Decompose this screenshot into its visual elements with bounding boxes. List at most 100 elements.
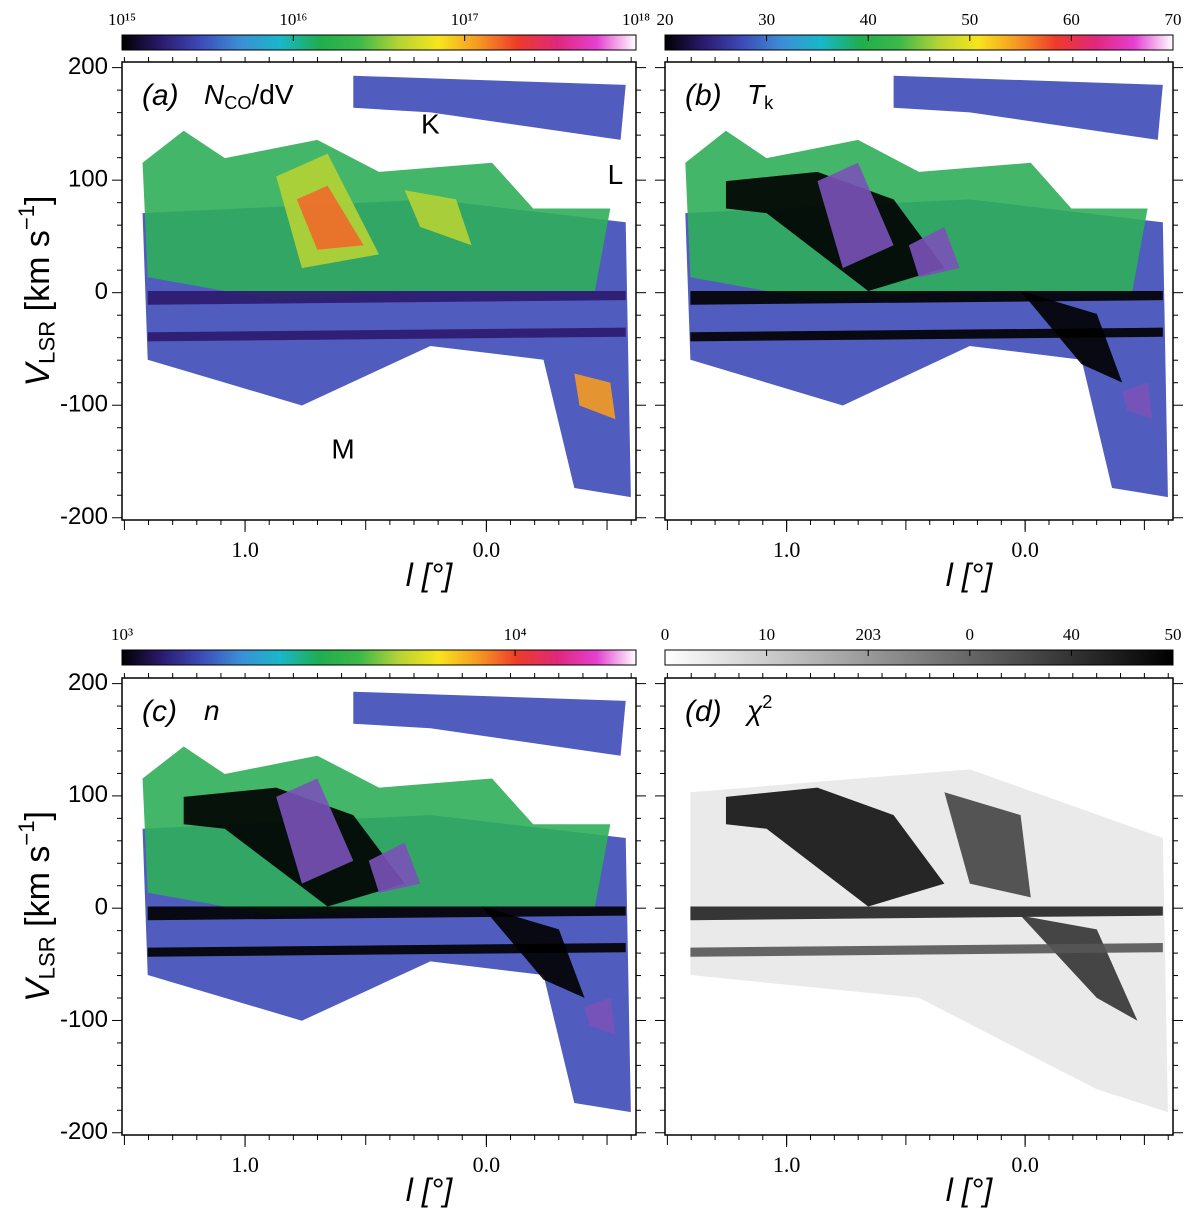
annotation: L [608, 159, 624, 190]
x-tick-label: 0.0 [1011, 1152, 1039, 1177]
colorbar [121, 649, 637, 666]
map-region [908, 226, 960, 278]
colorbar-tick-label: 40 [1063, 625, 1080, 644]
y-tick-label: 100 [68, 781, 108, 808]
label-main: n [204, 695, 220, 726]
label-end: ] [19, 811, 57, 820]
colorbar-tick-label: 50 [961, 10, 978, 29]
y-tick-label: -100 [60, 1006, 108, 1033]
panel-label: (a) [142, 79, 179, 112]
label-superscript: −1 [14, 820, 39, 845]
map-region [1122, 382, 1153, 420]
plot-frame [121, 61, 637, 521]
plot-frame [664, 61, 1174, 521]
colorbar [664, 34, 1174, 51]
panel-label: (b) [685, 79, 722, 112]
panel: -200 -100 0 100 200 1.0 0.0 l [°] VLSR [km s−1] (… [14, 625, 646, 1208]
map-region [368, 842, 421, 893]
y-tick-label: 200 [68, 669, 108, 696]
y-tick-label: 200 [68, 53, 108, 80]
x-tick-label: 1.0 [773, 537, 801, 562]
label-main: l [406, 1172, 414, 1208]
label-main: χ [744, 695, 763, 726]
map-region [944, 792, 1031, 898]
colorbar-tick-label: 10¹⁸ [622, 10, 650, 29]
label: l [°] [406, 1172, 454, 1208]
colorbar-tick-label: 50 [1165, 625, 1182, 644]
x-tick-label: 0.0 [1011, 537, 1039, 562]
colorbar-tick-label: 60 [1063, 10, 1080, 29]
y-tick-label: 0 [95, 894, 108, 921]
label-main: V [19, 976, 57, 1002]
colorbar-tick-label: 10 [758, 625, 775, 644]
label-main: l [406, 557, 414, 593]
y-tick-label: -200 [60, 503, 108, 530]
label: l [°] [946, 1172, 994, 1208]
map-region [296, 185, 364, 250]
map-region [147, 291, 626, 305]
map-region [893, 75, 1163, 140]
colorbar-tick-label: 10¹⁵ [108, 10, 136, 29]
colorbar-tick-label: 70 [1165, 10, 1182, 29]
label: l [°] [946, 557, 994, 593]
label-subscript: k [764, 93, 774, 113]
colorbar-tick-label: 0 [966, 625, 975, 644]
map-region [690, 906, 1163, 921]
annotation: K [421, 109, 440, 140]
label-rest: [°] [413, 557, 454, 593]
label-subscript: CO [224, 93, 251, 113]
colorbar [121, 34, 637, 51]
colorbar-tick-label: 10¹⁷ [451, 10, 479, 29]
map-region [690, 943, 1163, 957]
map-region [147, 943, 626, 957]
label-end: ] [19, 196, 57, 205]
label: Tk [747, 79, 774, 112]
label-rest: [km s [19, 230, 57, 321]
map-region [353, 691, 626, 756]
map-region [276, 778, 354, 884]
label-superscript: 2 [762, 692, 772, 712]
label: χ2 [744, 692, 772, 726]
label: VLSR [km s−1] [14, 196, 59, 387]
label-rest: [km s [19, 846, 57, 937]
panel-label: (c) [142, 695, 177, 728]
map-region [147, 906, 626, 921]
panel: 1.0 0.0 l [°] (d) χ2 0 10 203 0 40 50 [655, 625, 1183, 1208]
label-main: V [19, 361, 57, 387]
label-superscript: −1 [14, 205, 39, 230]
label-main: l [946, 557, 954, 593]
plot-frame [121, 677, 637, 1136]
x-tick-label: 0.0 [473, 537, 501, 562]
colorbar-tick-label: 10³ [111, 625, 133, 644]
y-tick-label: 100 [68, 166, 108, 193]
plot-frame [664, 677, 1174, 1136]
label-main: N [204, 79, 225, 110]
map-region [147, 327, 626, 342]
annotation: M [331, 434, 354, 465]
x-tick-label: 1.0 [231, 1152, 259, 1177]
y-tick-label: -100 [60, 391, 108, 418]
x-tick-label: 0.0 [473, 1152, 501, 1177]
label-main: T [747, 79, 766, 110]
map-region [142, 130, 611, 301]
colorbar-tick-label: 40 [860, 10, 877, 29]
label: NCO/dV [204, 79, 294, 112]
panel: 1.0 0.0 l [°] (b) Tk 20 30 40 50 60 70 [655, 10, 1183, 593]
label: n [204, 695, 220, 726]
map-region [1020, 915, 1138, 1021]
colorbar [664, 649, 1174, 666]
label: l [°] [406, 557, 454, 593]
map-region [142, 746, 611, 916]
map-region [725, 787, 945, 907]
colorbar-tick-label: 20 [657, 10, 674, 29]
x-tick-label: 1.0 [773, 1152, 801, 1177]
colorbar-tick-label: 0 [661, 625, 670, 644]
map-region [817, 162, 894, 269]
label-rest: [°] [953, 1172, 994, 1208]
panel: -200 -100 0 100 200 1.0 0.0 l [°] VLSR [km s−1] (… [14, 10, 650, 594]
label-subscript: LSR [34, 321, 59, 364]
map-region [404, 190, 472, 246]
colorbar-tick-label: 10¹⁶ [279, 10, 307, 29]
label: VLSR [km s−1] [14, 811, 59, 1002]
